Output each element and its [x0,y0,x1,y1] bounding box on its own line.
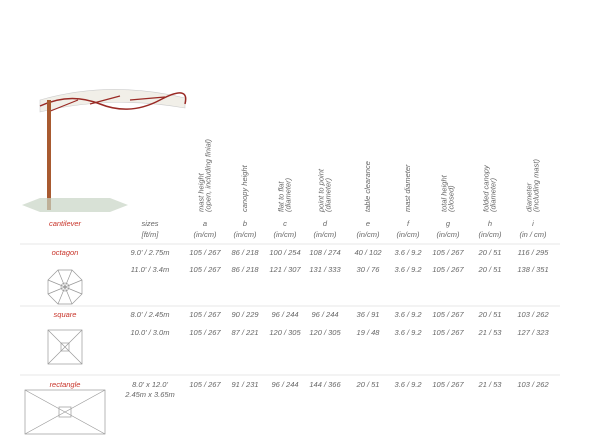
value-cell: 144 / 366 [309,380,341,389]
column-unit: (in/cm) [479,230,502,239]
column-letter: g [446,219,451,228]
value-cell: 138 / 351 [517,265,548,274]
value-cell: 3.6 / 9.2 [394,248,422,257]
size-cell: 9.0' / 2.75m [131,248,170,257]
column-title: point to point [316,168,325,213]
value-cell: 105 / 267 [432,328,464,337]
value-cell: 105 / 267 [189,265,221,274]
column-letter: c [283,219,287,228]
value-cell: 87 / 221 [231,328,258,337]
shape-name: octagon [52,248,79,257]
value-cell: 105 / 267 [432,265,464,274]
value-cell: 116 / 295 [518,248,550,257]
value-cell: 40 / 102 [354,248,382,257]
size-cell: 8.0' / 2.45m [131,310,170,319]
column-title: (closed) [446,185,455,212]
column-title: folded canopy [481,164,490,212]
shape-icons [24,269,106,435]
column-unit: (in / cm) [519,230,547,239]
column-unit: (in/cm) [234,230,257,239]
column-letter: b [243,219,247,228]
column-unit: (in/cm) [274,230,297,239]
value-cell: 91 / 231 [231,380,258,389]
value-cell: 20 / 51 [356,380,380,389]
value-cell: 21 / 53 [478,380,503,389]
value-cell: 86 / 218 [231,248,259,257]
column-unit: (in/cm) [314,230,337,239]
column-letter: a [203,219,207,228]
column-title: mast diameter [403,164,412,212]
value-cell: 127 / 323 [517,328,549,337]
value-cell: 105 / 267 [432,310,464,319]
value-cell: 105 / 267 [189,328,221,337]
column-unit: (in/cm) [437,230,460,239]
column-letter: d [323,219,328,228]
column-title: diameter [524,182,533,212]
size-cell: 11.0' / 3.4m [131,265,169,274]
value-cell: 20 / 51 [478,310,502,319]
value-cell: 3.6 / 9.2 [394,310,422,319]
value-cell: 105 / 267 [189,380,221,389]
value-cell: 105 / 267 [189,248,221,257]
value-cell: 20 / 51 [478,248,502,257]
value-cell: 21 / 53 [478,328,503,337]
value-cell: 120 / 305 [309,328,341,337]
column-title: canopy height [240,164,249,212]
value-cell: 90 / 229 [231,310,259,319]
column-unit: (in/cm) [357,230,380,239]
value-cell: 19 / 48 [357,328,381,337]
column-letter: h [488,219,492,228]
value-cell: 131 / 333 [309,265,341,274]
value-cell: 96 / 244 [271,310,298,319]
value-cell: 100 / 254 [269,248,300,257]
column-letter: f [407,219,410,228]
shape-name: rectangle [50,380,81,389]
value-cell: 103 / 262 [517,310,549,319]
column-title: flat to flat [276,181,285,212]
column-title: (diameter) [323,177,332,212]
column-title: mast height [196,172,205,212]
value-cell: 3.6 / 9.2 [394,265,422,274]
value-cell: 105 / 267 [189,310,221,319]
value-cell: 103 / 262 [517,380,549,389]
value-cell: 108 / 274 [309,248,340,257]
value-cell: 20 / 51 [478,265,502,274]
column-unit: (in/cm) [194,230,217,239]
column-title: (diameter) [488,177,497,212]
sizes-header: sizes [141,219,158,228]
value-cell: 30 / 76 [357,265,381,274]
column-unit: (in/cm) [397,230,420,239]
value-cell: 121 / 307 [269,265,301,274]
value-cell: 3.6 / 9.2 [394,380,422,389]
value-cell: 105 / 267 [432,380,464,389]
header-label: cantilever [49,219,82,228]
separators [20,243,560,376]
sizes-unit: [ft/m] [141,230,160,239]
shape-name: square [54,310,77,319]
value-cell: 120 / 305 [269,328,301,337]
value-cell: 36 / 91 [357,310,380,319]
size-cell: 8.0' x 12.0' [132,380,168,389]
size-cell: 10.0' / 3.0m [131,328,170,337]
column-letter: e [366,219,370,228]
value-cell: 96 / 244 [271,380,298,389]
column-letter: i [532,219,534,228]
value-cell: 86 / 218 [231,265,259,274]
umbrella-image [22,89,187,212]
column-title: (open, including finial) [203,139,212,212]
column-title: total height [439,174,448,212]
column-title: (including mast) [531,159,540,212]
value-cell: 3.6 / 9.2 [394,328,422,337]
column-title: table clearance [363,161,372,212]
value-cell: 96 / 244 [311,310,338,319]
value-cell: 105 / 267 [432,248,464,257]
size-cell: 2.45m x 3.65m [124,390,175,399]
column-title: (diameter) [283,177,292,212]
